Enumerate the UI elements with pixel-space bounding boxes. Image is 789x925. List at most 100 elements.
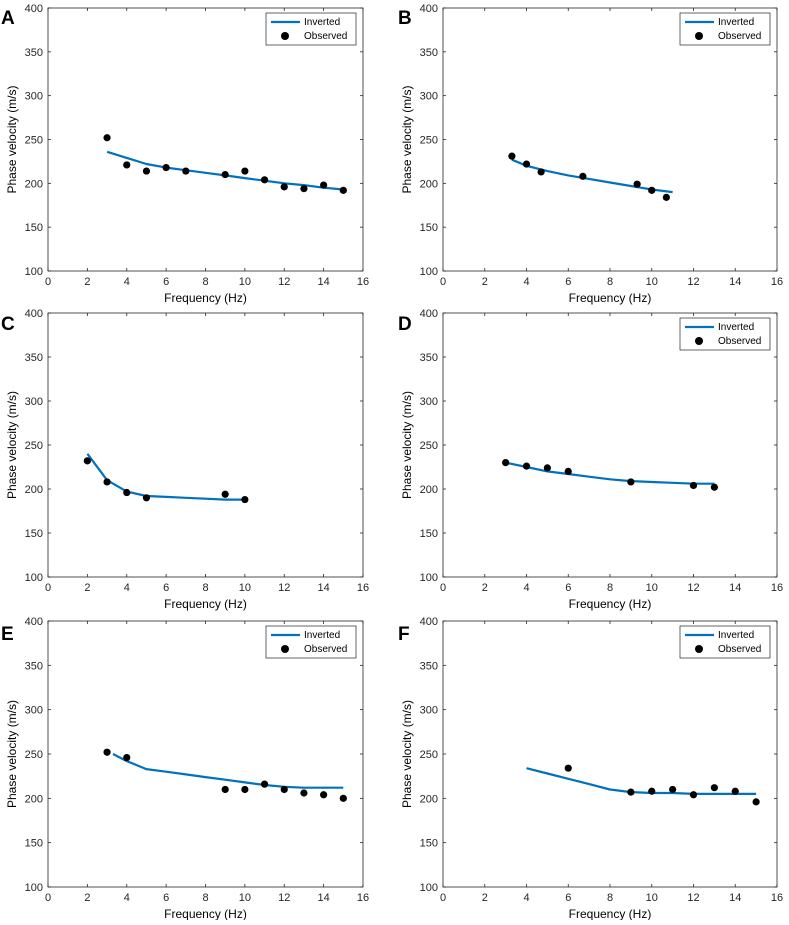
x-tick-label: 2 — [482, 276, 488, 288]
legend-box — [265, 12, 357, 46]
x-tick-label: 4 — [124, 276, 130, 288]
x-tick-label: 6 — [163, 276, 169, 288]
panel-label: D — [398, 314, 412, 335]
y-tick-label: 250 — [420, 749, 438, 761]
y-tick-label: 250 — [25, 749, 43, 761]
x-tick-label: 12 — [278, 582, 290, 594]
observed-point — [221, 785, 229, 794]
y-tick-label: 150 — [420, 528, 438, 540]
y-tick-label: 100 — [25, 266, 43, 278]
observed-point — [260, 176, 269, 184]
observed-point — [502, 459, 510, 467]
y-tick-label: 250 — [420, 440, 438, 452]
observed-point — [339, 186, 347, 194]
x-tick-label: 0 — [45, 892, 51, 904]
x-tick-label: 0 — [440, 276, 446, 288]
observed-point — [280, 183, 288, 191]
legend-observed-marker — [695, 337, 703, 345]
x-axis-label: Frequency (Hz) — [164, 291, 247, 305]
observed-point — [300, 789, 308, 797]
x-tick-label: 10 — [646, 582, 658, 594]
y-tick-label: 350 — [25, 47, 43, 59]
x-tick-label: 16 — [771, 276, 783, 288]
x-axis-label: Frequency (Hz) — [569, 597, 652, 611]
plot-area — [442, 7, 778, 272]
x-tick-label: 12 — [278, 276, 290, 288]
x-tick-label: 16 — [357, 582, 369, 594]
observed-point — [320, 181, 328, 189]
observed-point — [648, 186, 656, 194]
x-tick-label: 16 — [771, 582, 783, 594]
y-axis-label: Phase velocity (m/s) — [400, 391, 414, 499]
observed-point — [221, 490, 229, 498]
y-tick-label: 250 — [25, 135, 43, 147]
panel-b: B 0 2 4 6 8 10 12 14 16 100 150 200 250 300 350 400 Frequ… — [398, 3, 783, 305]
plot-area — [47, 7, 364, 272]
y-tick-label: 300 — [420, 705, 438, 717]
observed-point — [221, 170, 229, 179]
observed-point — [710, 483, 718, 491]
panel-label: F — [398, 624, 410, 645]
x-tick-label: 8 — [607, 276, 613, 288]
observed-point — [662, 193, 670, 201]
x-tick-label: 6 — [163, 582, 169, 594]
observed-point — [142, 494, 151, 502]
legend: Inverted Observed — [265, 12, 357, 46]
legend-box — [679, 317, 771, 351]
y-tick-label: 250 — [25, 440, 43, 452]
x-tick-label: 4 — [124, 582, 130, 594]
x-axis-label: Frequency (Hz) — [164, 907, 247, 920]
y-tick-label: 400 — [420, 3, 438, 15]
observed-point — [689, 481, 698, 490]
legend-box — [679, 625, 771, 659]
legend-box — [679, 12, 771, 46]
plot-area — [442, 312, 778, 578]
y-tick-label: 300 — [420, 396, 438, 408]
observed-point — [123, 488, 131, 497]
x-tick-label: 14 — [318, 582, 330, 594]
legend-observed-marker — [281, 32, 289, 40]
x-tick-label: 10 — [646, 892, 658, 904]
y-tick-label: 400 — [25, 616, 43, 628]
x-tick-label: 14 — [729, 582, 741, 594]
observed-point — [508, 152, 516, 160]
legend-observed-label: Observed — [304, 31, 347, 42]
legend-observed-label: Observed — [718, 644, 761, 655]
y-tick-label: 350 — [25, 352, 43, 364]
y-tick-label: 150 — [420, 222, 438, 234]
legend: Inverted Observed — [679, 317, 771, 351]
x-axis-label: Frequency (Hz) — [569, 907, 652, 920]
y-tick-label: 100 — [420, 572, 438, 584]
observed-point — [579, 172, 587, 180]
y-tick-label: 200 — [420, 793, 438, 805]
y-tick-label: 100 — [420, 882, 438, 894]
x-tick-label: 6 — [565, 582, 571, 594]
y-tick-label: 400 — [420, 616, 438, 628]
y-tick-label: 350 — [25, 660, 43, 672]
panel-d: D 0 2 4 6 8 10 12 14 16 100 150 200 250 300 350 400 Frequ… — [398, 308, 783, 611]
panel-e: E 0 2 4 6 8 10 12 14 16 100 150 200 250 300 350 400 Frequ… — [1, 616, 369, 921]
inverted-line — [511, 158, 673, 194]
y-tick-label: 100 — [25, 882, 43, 894]
y-tick-label: 400 — [420, 308, 438, 320]
y-tick-label: 300 — [25, 396, 43, 408]
observed-point — [648, 787, 656, 795]
y-tick-label: 250 — [420, 135, 438, 147]
x-tick-label: 10 — [239, 892, 251, 904]
observed-point — [543, 464, 551, 472]
x-tick-label: 2 — [84, 276, 90, 288]
x-tick-label: 12 — [278, 892, 290, 904]
plot-area — [47, 620, 364, 888]
x-tick-label: 4 — [523, 276, 529, 288]
panel-label: A — [1, 8, 15, 29]
x-tick-label: 12 — [687, 276, 699, 288]
observed-point — [83, 457, 91, 465]
x-tick-label: 16 — [357, 892, 369, 904]
observed-point — [103, 134, 111, 142]
observed-point — [752, 798, 760, 806]
legend-inverted-label: Inverted — [718, 630, 754, 641]
y-tick-label: 200 — [420, 178, 438, 190]
x-tick-label: 4 — [523, 892, 529, 904]
legend: Inverted Observed — [679, 625, 771, 659]
